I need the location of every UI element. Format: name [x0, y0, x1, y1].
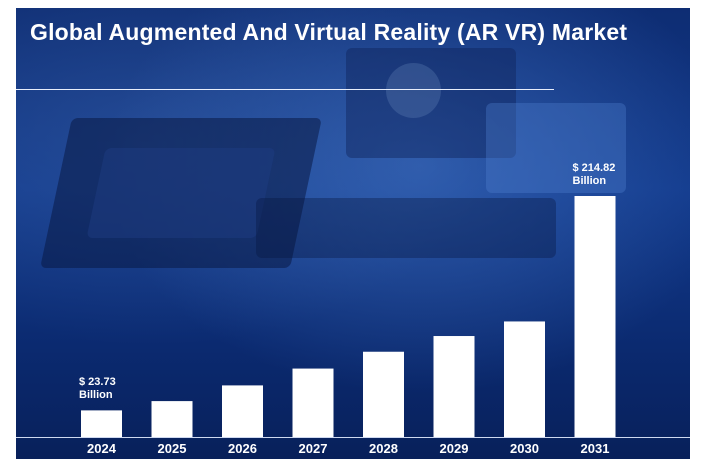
- x-tick-label: 2029: [440, 441, 469, 456]
- bar-2024: [81, 410, 122, 437]
- x-tick-label: 2030: [510, 441, 539, 456]
- last-bar-annotation: $ 214.82 Billion: [573, 162, 616, 188]
- chart-panel: Global Augmented And Virtual Reality (AR…: [16, 8, 690, 459]
- x-axis-line: [16, 437, 690, 438]
- background-circuit-shape: [386, 63, 441, 118]
- x-tick-label: 2028: [369, 441, 398, 456]
- background-circuit-shape: [256, 198, 556, 258]
- bar-2030: [504, 321, 545, 437]
- x-tick-label: 2024: [87, 441, 117, 456]
- x-tick-label: 2025: [158, 441, 187, 456]
- x-tick-label: 2026: [228, 441, 257, 456]
- background-circuit-shape: [346, 48, 516, 158]
- last-value-label: $ 214.82: [572, 162, 616, 174]
- bar-chart: 2024 2025 2026 2027 2028 2029 2030 2031: [81, 196, 616, 456]
- last-unit-label: Billion: [572, 175, 607, 187]
- x-tick-label: 2031: [581, 441, 610, 456]
- title-underline: [16, 89, 554, 90]
- bar-2028: [363, 351, 404, 437]
- bar-2025: [151, 401, 193, 437]
- first-value-label: $ 23.73: [79, 376, 116, 389]
- bar-2027: [292, 368, 334, 437]
- x-tick-label: 2027: [299, 441, 328, 456]
- background-circuit-shape: [486, 103, 626, 193]
- bar-2029: [433, 336, 475, 437]
- first-bar-annotation: $ 23.73 Billion: [79, 376, 116, 402]
- chart-title: Global Augmented And Virtual Reality (AR…: [30, 19, 628, 45]
- bar-2026: [222, 385, 263, 437]
- first-unit-label: Billion: [79, 389, 113, 402]
- bar-2031: [574, 196, 616, 437]
